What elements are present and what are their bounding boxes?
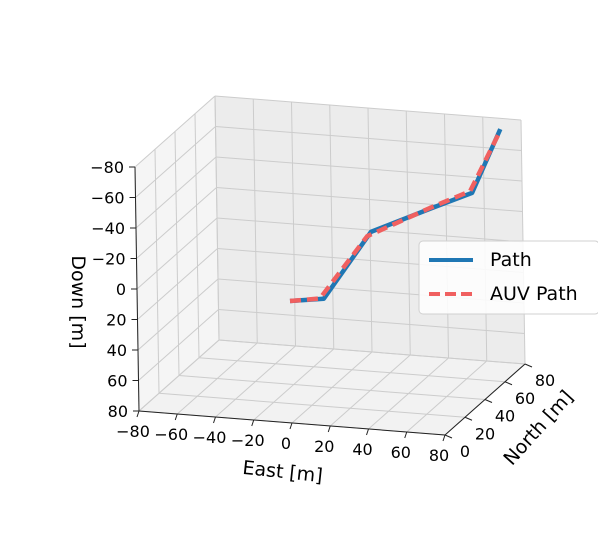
grid-line-down-side [135,156,217,229]
x-tick-mark [136,410,140,418]
x-axis-label: East [m] [242,457,324,487]
grid-line-down-back [218,339,526,365]
y-tick-mark [464,416,473,421]
y-tick-label: 20 [475,424,495,443]
x-tick-label: 20 [314,437,334,456]
grid-line-down-back [215,126,522,151]
grid-line-down-side [137,278,219,351]
x-tick-mark [289,422,293,430]
y-tick-label: 40 [495,407,515,426]
z-tick-label: 0 [116,280,126,299]
grid-line-down-side [136,187,217,259]
y-tick-label: 0 [460,442,470,461]
legend-label-path: Path [490,249,532,271]
y-tick-label: 60 [515,389,535,408]
z-tick-label: 40 [107,341,127,360]
z-tick-label: −80 [90,158,124,177]
x-tick-label: 80 [429,446,449,465]
grid-line-down-side [137,248,218,320]
grid-line-north-floor [198,357,506,383]
x-tick-mark [404,431,408,439]
grid-line-north-floor [178,375,486,400]
y-tick-mark [524,363,533,368]
grid-line-down-back [215,156,523,182]
legend-label-auv-path: AUV Path [490,283,578,305]
x-tick-mark [251,419,255,427]
x-tick-label: −20 [231,431,265,450]
z-axis-label: Down [m] [67,255,89,348]
y-axis-label: North [m] [499,386,577,469]
x-tick-label: −80 [116,422,150,441]
x-tick-mark [174,413,178,421]
z-tick-label: 80 [108,402,128,421]
y-tick-mark [504,381,513,386]
x-tick-mark [213,416,216,424]
x-tick-mark [366,428,369,436]
z-tick-label: −60 [91,189,125,208]
y-tick-label: 80 [535,371,555,390]
y-tick-mark [484,399,493,403]
y-tick-mark [444,434,453,439]
grid-line-down-back [216,187,523,212]
z-tick-label: 20 [106,311,126,330]
z-tick-label: −40 [91,219,125,238]
tick-labels: −80 −60 −40 −20 0 20 40 60 80 020406080−80−60−40−… [90,158,555,465]
grid-line-down-side [135,126,216,198]
x-tick-label: 40 [352,440,372,459]
x-tick-label: 0 [281,434,291,453]
grid-line-down-side [134,95,216,168]
z-tick-label: −20 [92,250,126,269]
grid-line-north-floor [158,392,466,418]
x-tick-label: 60 [391,443,411,462]
grid-line-down-side [138,309,219,381]
series-line-auv-path [289,129,503,304]
grid-line-down-back [218,309,525,334]
x-tick-label: −40 [193,428,227,447]
x-tick-mark [442,434,446,442]
grid-line-down-side [136,217,218,290]
grid-line-down-side [138,339,220,412]
legend: Path AUV Path [418,240,598,315]
data-series [289,128,503,304]
x-tick-mark [327,425,331,433]
x-tick-label: −60 [154,425,188,444]
z-tick-label: 60 [107,372,127,391]
grid-line-down-back [214,95,522,121]
